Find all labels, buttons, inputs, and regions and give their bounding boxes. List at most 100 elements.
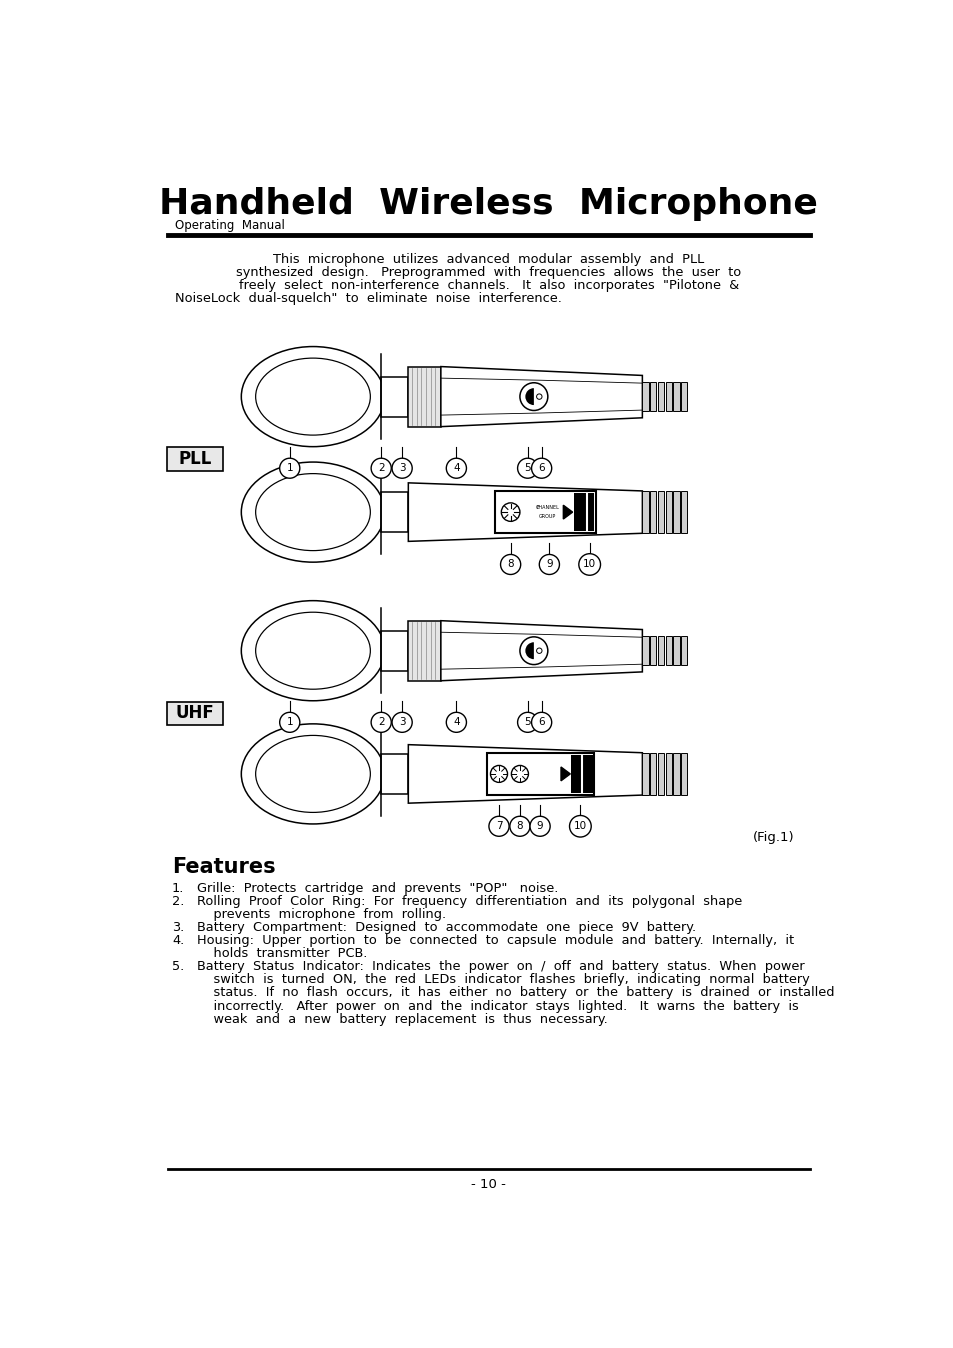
Text: 3: 3 [398,464,405,473]
Bar [673,491,679,532]
Text: prevents  microphone  from  rolling.: prevents microphone from rolling. [196,909,445,921]
Bar [665,381,671,411]
Text: Rolling  Proof  Color  Ring:  For  frequency  differentiation  and  its  polygon: Rolling Proof Color Ring: For frequency … [196,895,741,907]
Circle shape [531,458,551,479]
Bar [680,381,686,411]
Circle shape [536,394,541,399]
Text: - 10 -: - 10 - [471,1178,506,1190]
Text: status.  If  no  flash  occurs,  it  has  either  no  battery  or  the  battery : status. If no flash occurs, it has eithe… [196,987,833,999]
Text: 2: 2 [377,717,384,728]
Text: 6: 6 [537,717,544,728]
Text: Handheld  Wireless  Microphone: Handheld Wireless Microphone [159,187,818,221]
Ellipse shape [241,462,384,562]
Text: 1: 1 [286,717,293,728]
Text: CHANNEL: CHANNEL [536,506,559,510]
Text: 2.: 2. [172,895,184,907]
Text: F: F [536,506,538,510]
Bar [658,754,663,795]
Circle shape [519,636,547,665]
Bar [649,636,656,666]
Bar [408,620,440,681]
Text: switch  is  turned  ON,  the  red  LEDs  indicator  flashes  briefly,  indicatin: switch is turned ON, the red LEDs indica… [196,973,809,987]
Bar [381,754,408,794]
Circle shape [536,648,541,654]
Bar [487,754,594,795]
Bar [658,491,663,532]
Text: 9: 9 [545,559,552,569]
Text: 5: 5 [524,464,531,473]
Bar [680,754,686,795]
Ellipse shape [241,346,384,446]
Ellipse shape [241,601,384,701]
Text: GROUP: GROUP [538,514,556,519]
Text: 4: 4 [453,717,459,728]
Bar [665,491,671,532]
Circle shape [371,458,391,479]
Bar [495,491,596,532]
Text: 6: 6 [537,464,544,473]
Text: Battery  Status  Indicator:  Indicates  the  power  on  /  off  and  battery  st: Battery Status Indicator: Indicates the … [196,960,803,973]
Circle shape [446,712,466,732]
Text: 5.: 5. [172,960,184,973]
Text: 3: 3 [398,717,405,728]
Bar [167,701,223,725]
Bar [381,631,408,671]
Bar [680,636,686,666]
Text: Features: Features [172,857,275,878]
Bar [649,381,656,411]
Text: UHF: UHF [175,704,214,723]
Bar [641,381,648,411]
Ellipse shape [241,724,384,824]
Bar [673,754,679,795]
Bar [381,492,408,532]
Bar [381,376,408,417]
Text: 5: 5 [524,717,531,728]
Text: freely  select  non-interference  channels.   It  also  incorporates  "Pilotone : freely select non-interference channels.… [238,279,739,291]
Text: Housing:  Upper  portion  to  be  connected  to  capsule  module  and  battery. : Housing: Upper portion to be connected t… [196,934,793,948]
Bar [673,381,679,411]
Wedge shape [525,642,534,659]
Text: weak  and  a  new  battery  replacement  is  thus  necessary.: weak and a new battery replacement is th… [196,1012,607,1026]
Bar [673,636,679,666]
Bar [641,636,648,666]
Circle shape [517,458,537,479]
Polygon shape [440,367,641,426]
Text: synthesized  design.   Preprogrammed  with  frequencies  allows  the  user  to: synthesized design. Preprogrammed with f… [236,266,740,279]
Text: (Fig.1): (Fig.1) [753,832,794,844]
Circle shape [509,817,530,836]
Text: Grille:  Protects  cartridge  and  prevents  "POP"   noise.: Grille: Protects cartridge and prevents … [196,882,558,895]
Bar [408,367,440,426]
Bar [665,754,671,795]
Text: 10: 10 [582,559,596,569]
Text: 7: 7 [496,821,502,832]
Bar [649,491,656,532]
Bar [658,381,663,411]
Polygon shape [562,506,572,519]
Text: This  microphone  utilizes  advanced  modular  assembly  and  PLL: This microphone utilizes advanced modula… [273,252,704,266]
Text: holds  transmitter  PCB.: holds transmitter PCB. [196,948,367,960]
Bar [680,491,686,532]
Text: 10: 10 [573,821,586,832]
Circle shape [371,712,391,732]
Polygon shape [440,620,641,681]
Text: 8: 8 [507,559,514,569]
Text: NoiseLock  dual-squelch"  to  eliminate  noise  interference.: NoiseLock dual-squelch" to eliminate noi… [174,293,561,305]
Text: Operating  Manual: Operating Manual [174,220,285,232]
Circle shape [279,458,299,479]
Bar [571,755,592,793]
Bar [658,636,663,666]
Circle shape [531,712,551,732]
Text: 9: 9 [537,821,543,832]
Bar [167,448,223,470]
Circle shape [519,383,547,411]
Text: PLL: PLL [178,450,212,468]
Bar [641,491,648,532]
Polygon shape [560,767,570,780]
Text: 4: 4 [453,464,459,473]
Text: 3.: 3. [172,921,184,934]
Circle shape [488,817,509,836]
Text: Battery  Compartment:  Designed  to  accommodate  one  piece  9V  battery.: Battery Compartment: Designed to accommo… [196,921,695,934]
Circle shape [517,712,537,732]
Text: incorrectly.   After  power  on  and  the  indicator  stays  lighted.   It  warn: incorrectly. After power on and the indi… [196,999,798,1012]
Text: 1.: 1. [172,882,184,895]
